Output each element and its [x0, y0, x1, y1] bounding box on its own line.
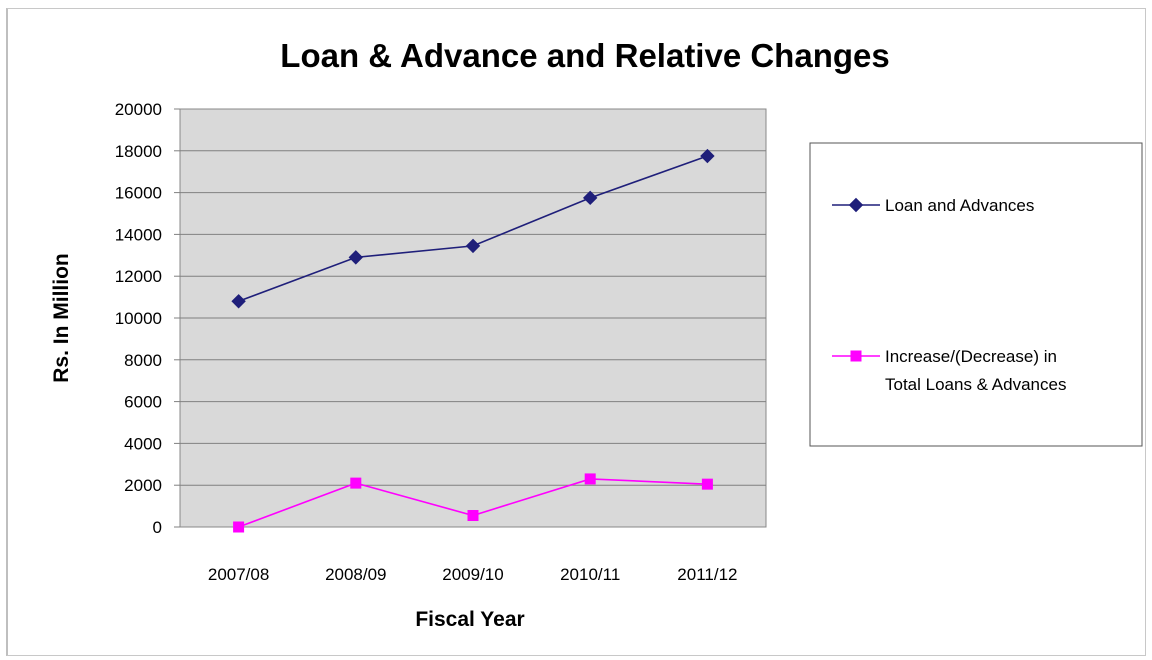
data-point: [348, 250, 364, 265]
legend-label-line: Increase/(Decrease) in: [885, 347, 1057, 366]
data-point: [231, 294, 246, 309]
y-tick-label: 6000: [124, 393, 162, 412]
x-tick-label: 2007/08: [208, 565, 269, 584]
legend-marker: [848, 197, 864, 213]
y-tick-label: 4000: [124, 434, 162, 453]
legend-box: [809, 142, 1143, 447]
legend: Loan and Advances Increase/(Decrease) in T…: [832, 196, 1066, 394]
y-tick-label: 0: [153, 518, 162, 537]
y-tick-label: 18000: [115, 142, 162, 161]
x-tick-label: 2009/10: [442, 565, 503, 584]
gridlines: [180, 150, 766, 486]
x-tick-label: 2008/09: [325, 565, 386, 584]
y-tick-label: 16000: [115, 184, 162, 203]
y-tick-label: 10000: [115, 309, 162, 328]
chart-svg: Loan & Advance and Relative Changes 0 200…: [50, 37, 1143, 631]
legend-item-1: Loan and Advances: [832, 196, 1034, 215]
data-point: [350, 477, 362, 489]
data-point: [467, 510, 479, 522]
series-1: [231, 148, 715, 309]
y-axis-ticks: 0 2000 4000 6000 8000 10000 12000 14000 16000 180…: [115, 100, 180, 537]
data-point: [582, 190, 598, 206]
data-point: [701, 478, 713, 490]
x-tick-label: 2011/12: [677, 565, 737, 584]
x-axis-title: Fiscal Year: [415, 608, 524, 631]
legend-label: Loan and Advances: [885, 196, 1034, 215]
chart-title: Loan & Advance and Relative Changes: [280, 37, 889, 74]
legend-label-line: Total Loans & Advances: [885, 375, 1066, 394]
series: [231, 148, 715, 533]
y-tick-label: 8000: [124, 351, 162, 370]
x-tick-label: 2010/11: [560, 565, 620, 584]
y-tick-label: 14000: [115, 225, 162, 244]
y-tick-label: 2000: [124, 476, 162, 495]
x-axis-ticks: 2007/08 2008/09 2009/10 2010/11 2011/12: [208, 565, 738, 584]
y-axis-title: Rs. In Million: [50, 253, 73, 383]
legend-marker: [850, 350, 862, 362]
data-point: [584, 473, 596, 485]
chart-frame: Loan & Advance and Relative Changes 0 200…: [6, 8, 1146, 656]
data-point: [700, 148, 715, 164]
y-tick-label: 20000: [115, 100, 162, 119]
data-point: [233, 521, 245, 533]
data-point: [465, 238, 481, 254]
y-tick-label: 12000: [115, 267, 162, 286]
series-2: [233, 473, 713, 533]
legend-item-2: Increase/(Decrease) in Total Loans & Adva…: [832, 347, 1066, 394]
